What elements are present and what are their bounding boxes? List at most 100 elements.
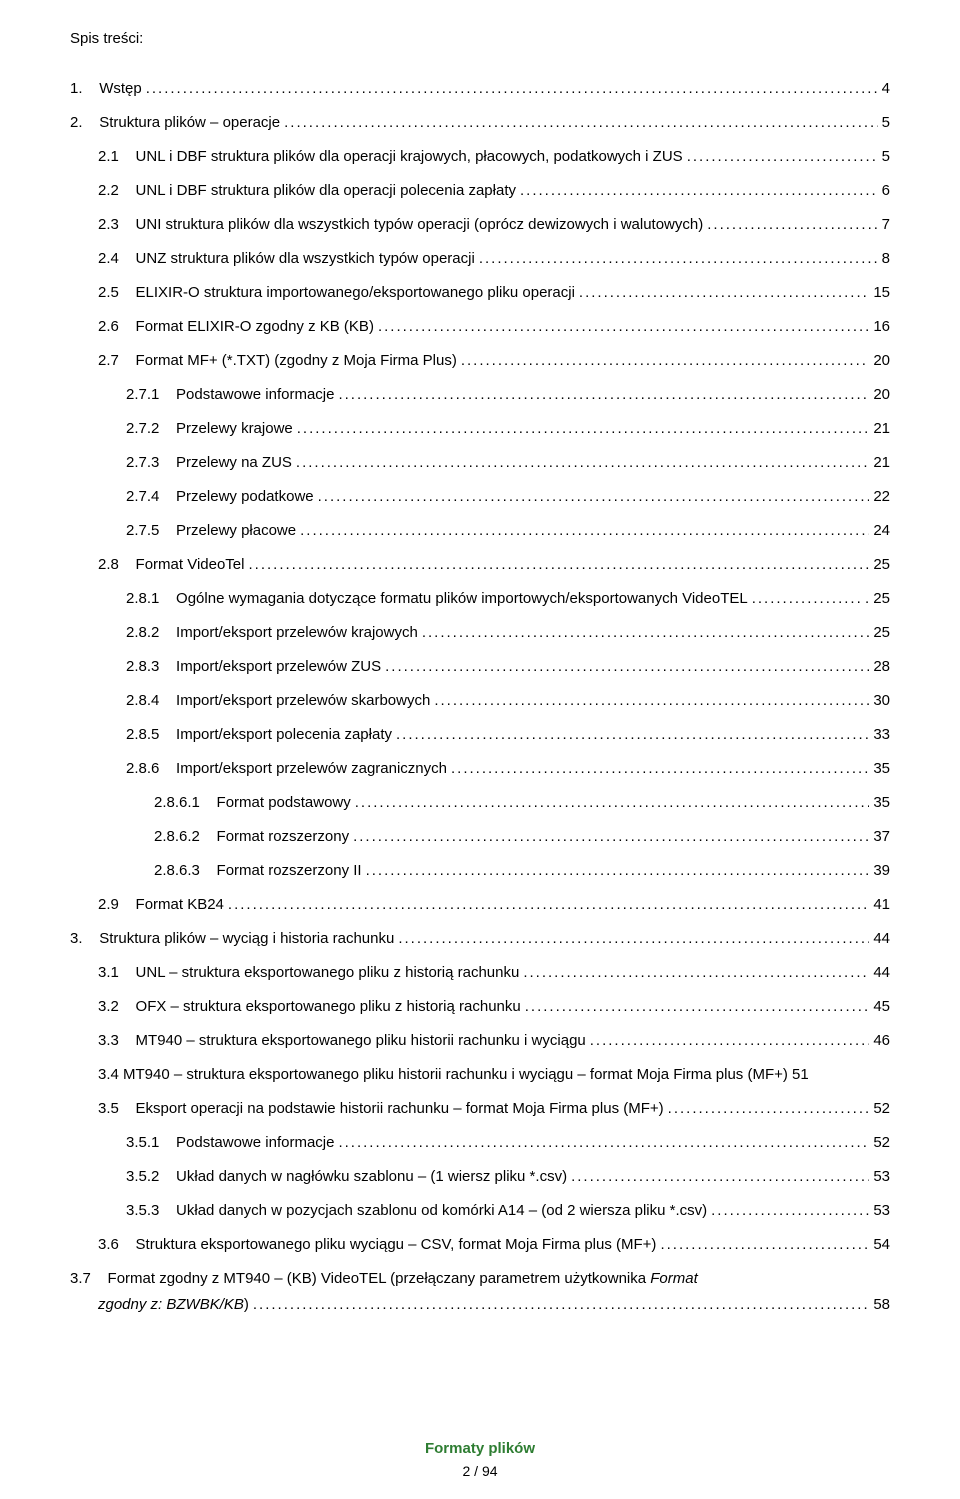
toc-title: Struktura eksportowanego pliku wyciągu –…	[136, 1233, 657, 1257]
toc-title: Przelewy płacowe	[176, 519, 296, 543]
toc-page-number: 45	[873, 995, 890, 1019]
toc-title: Eksport operacji na podstawie historii r…	[136, 1097, 664, 1121]
toc-leader	[248, 553, 869, 577]
toc-leader	[520, 179, 878, 203]
toc-page-number: 35	[873, 791, 890, 815]
toc-title: Import/eksport przelewów ZUS	[176, 655, 381, 679]
toc-page-number: 53	[873, 1165, 890, 1189]
toc-number: 2.	[70, 111, 99, 135]
toc-leader	[687, 145, 878, 169]
toc-entry: 2.4 UNZ struktura plików dla wszystkich …	[70, 247, 890, 271]
toc-entry: 2.8.6 Import/eksport przelewów zagranicz…	[70, 757, 890, 781]
toc-number: 2.6	[98, 315, 136, 339]
toc-entry: 2.8.5 Import/eksport polecenia zapłaty 3…	[70, 723, 890, 747]
toc-leader	[228, 893, 869, 917]
toc-entry: 3.1 UNL – struktura eksportowanego pliku…	[70, 961, 890, 985]
toc-entry: 2.7.5 Przelewy płacowe 24	[70, 519, 890, 543]
toc-entry: 3.4 MT940 – struktura eksportowanego pli…	[70, 1063, 890, 1087]
toc-leader	[378, 315, 869, 339]
toc-number: 2.8.1	[126, 587, 176, 611]
toc-leader	[422, 621, 870, 645]
toc-page-number: 30	[873, 689, 890, 713]
toc-entry: 3.2 OFX – struktura eksportowanego pliku…	[70, 995, 890, 1019]
toc-title: Podstawowe informacje	[176, 1131, 334, 1155]
toc-number: 2.8	[98, 553, 136, 577]
toc-number: 2.8.3	[126, 655, 176, 679]
toc-page-number: 39	[873, 859, 890, 883]
toc-page-number: 28	[873, 655, 890, 679]
toc-number: 2.2	[98, 179, 136, 203]
toc-page-number: 24	[873, 519, 890, 543]
toc-title: Import/eksport przelewów zagranicznych	[176, 757, 447, 781]
toc-page-number: 33	[873, 723, 890, 747]
toc-title: Ogólne wymagania dotyczące formatu plikó…	[176, 587, 748, 611]
footer-page-number: 2 / 94	[0, 1463, 960, 1479]
toc-entry-line2: zgodny z: BZWBK/KB ) 58	[70, 1293, 890, 1317]
toc-title: Format rozszerzony	[217, 825, 350, 849]
toc-leader	[296, 451, 869, 475]
toc-title: Format MF+ (*.TXT) (zgodny z Moja Firma …	[136, 349, 457, 373]
toc-number: 3.5.1	[126, 1131, 176, 1155]
toc-title: Układ danych w nagłówku szablonu – (1 wi…	[176, 1165, 567, 1189]
toc-number: 2.3	[98, 213, 136, 237]
toc-entry: 2.8 Format VideoTel 25	[70, 553, 890, 577]
toc-entry: 3.5.2 Układ danych w nagłówku szablonu –…	[70, 1165, 890, 1189]
toc-entry: 3.3 MT940 – struktura eksportowanego pli…	[70, 1029, 890, 1053]
toc-leader	[752, 587, 861, 611]
toc-entry: 2.8.6.3 Format rozszerzony II 39	[70, 859, 890, 883]
toc-title: Przelewy krajowe	[176, 417, 293, 441]
toc-title: Struktura plików – operacje	[99, 111, 280, 135]
toc-page-number: 20	[873, 349, 890, 373]
toc-title: UNL – struktura eksportowanego pliku z h…	[136, 961, 520, 985]
toc-number: 2.7.3	[126, 451, 176, 475]
footer-title: Formaty plików	[0, 1440, 960, 1457]
toc-leader	[434, 689, 869, 713]
toc-number: 2.7.2	[126, 417, 176, 441]
toc-entry: 2.8.2 Import/eksport przelewów krajowych…	[70, 621, 890, 645]
toc-page-number: 46	[873, 1029, 890, 1053]
toc-number: 2.8.2	[126, 621, 176, 645]
toc-leader	[525, 995, 870, 1019]
toc-title: Wstęp	[99, 77, 142, 101]
toc-page-number: 5	[882, 111, 890, 135]
toc-number: 2.7.1	[126, 383, 176, 407]
toc-title: Import/eksport polecenia zapłaty	[176, 723, 392, 747]
toc-page-number: 21	[873, 451, 890, 475]
toc-page-number: 6	[882, 179, 890, 203]
toc-number: 2.4	[98, 247, 136, 271]
toc-title: Import/eksport przelewów skarbowych	[176, 689, 430, 713]
toc-entry: 2.6 Format ELIXIR-O zgodny z KB (KB) 16	[70, 315, 890, 339]
toc-entry: 2.8.4 Import/eksport przelewów skarbowyc…	[70, 689, 890, 713]
toc-title: Format rozszerzony II	[217, 859, 362, 883]
toc-title: Podstawowe informacje	[176, 383, 334, 407]
toc-title: Import/eksport przelewów krajowych	[176, 621, 418, 645]
toc-entry: 2.3 UNI struktura plików dla wszystkich …	[70, 213, 890, 237]
toc-title: Format ELIXIR-O zgodny z KB (KB)	[136, 315, 374, 339]
toc-title: UNZ struktura plików dla wszystkich typó…	[136, 247, 475, 271]
toc-leader	[451, 757, 869, 781]
toc-entry: 3.5 Eksport operacji na podstawie histor…	[70, 1097, 890, 1121]
toc-leader	[579, 281, 869, 305]
toc-title: Format KB24	[136, 893, 224, 917]
toc-title: UNL i DBF struktura plików dla operacji …	[136, 179, 516, 203]
toc-page-number: 53	[873, 1199, 890, 1223]
toc-title: Format VideoTel	[136, 553, 245, 577]
toc-number: 3.5.2	[126, 1165, 176, 1189]
toc-page-number: 8	[882, 247, 890, 271]
toc-page-number: 37	[873, 825, 890, 849]
toc-number: 2.7.4	[126, 485, 176, 509]
toc-leader	[338, 383, 869, 407]
toc-entry: 2.7 Format MF+ (*.TXT) (zgodny z Moja Fi…	[70, 349, 890, 373]
toc-leader	[571, 1165, 869, 1189]
toc-title: UNL i DBF struktura plików dla operacji …	[136, 145, 683, 169]
toc-title: Struktura plików – wyciąg i historia rac…	[99, 927, 394, 951]
toc-number: 3.2	[98, 995, 136, 1019]
toc-number: 3.5	[98, 1097, 136, 1121]
toc-number: 3.5.3	[126, 1199, 176, 1223]
toc-number: 2.8.5	[126, 723, 176, 747]
toc-title: ELIXIR-O struktura importowanego/eksport…	[136, 281, 575, 305]
toc-entry: 2.8.3 Import/eksport przelewów ZUS 28	[70, 655, 890, 679]
toc-page-number: 44	[873, 961, 890, 985]
toc-leader	[523, 961, 869, 985]
toc-title: Układ danych w pozycjach szablonu od kom…	[176, 1199, 707, 1223]
